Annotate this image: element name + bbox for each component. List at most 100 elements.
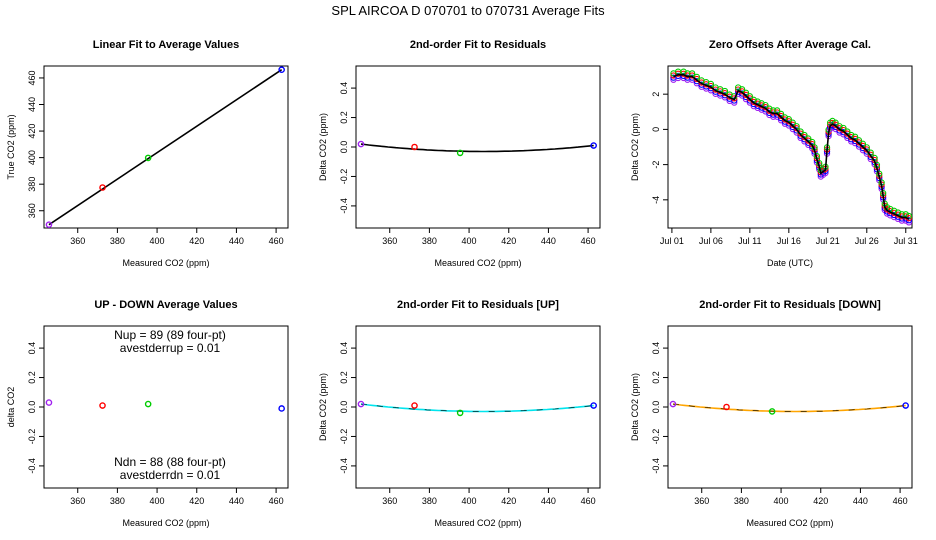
y-tick-label: 0.4	[651, 342, 661, 355]
x-axis-label: Measured CO2 (ppm)	[122, 258, 209, 268]
series-point	[829, 119, 836, 127]
series-line	[673, 74, 910, 220]
series-point	[789, 123, 796, 131]
x-tick-label: 460	[581, 236, 596, 246]
fit-curve	[360, 143, 594, 153]
series-point	[785, 120, 792, 127]
x-axis-label: Measured CO2 (ppm)	[434, 258, 521, 268]
x-tick-label: Jul 26	[855, 236, 879, 246]
series-point	[859, 144, 867, 152]
y-tick-label: 0.4	[27, 342, 37, 355]
annotation-ndn: Ndn = 88 (88 four-pt)	[114, 455, 226, 469]
plot-frame	[43, 65, 289, 229]
x-tick-label: Jul 06	[699, 236, 723, 246]
y-tick-label: -0.2	[339, 169, 349, 185]
y-tick-label: -0.4	[651, 458, 661, 474]
data-point	[357, 140, 365, 148]
data-point	[45, 399, 53, 406]
x-tick-label: 420	[813, 496, 828, 506]
y-axis-label: Delta CO2 (ppm)	[630, 373, 640, 441]
y-tick-label: 0.0	[651, 401, 661, 414]
x-axis-label: Measured CO2 (ppm)	[122, 518, 209, 528]
panel-title: Zero Offsets After Average Cal.	[709, 39, 871, 51]
x-tick-label: 440	[229, 236, 244, 246]
data-point	[278, 405, 285, 412]
data-point	[45, 221, 53, 228]
series-point	[832, 123, 839, 131]
y-tick-label: -4	[651, 196, 661, 204]
y-tick-label: -0.4	[339, 458, 349, 474]
x-tick-label: 360	[382, 236, 397, 246]
panel-1: Linear Fit to Average Values 360 380 400 420…	[6, 39, 289, 268]
panel-4: UP - DOWN Average Values 360 380 400 420 440 4…	[6, 299, 289, 528]
x-axis-label: Date (UTC)	[767, 258, 813, 268]
panel-5: 2nd-order Fit to Residuals [UP] 360 380 400…	[318, 299, 601, 528]
x-tick-label: Jul 31	[894, 236, 918, 246]
y-tick-label: 400	[27, 150, 37, 165]
data-point	[144, 154, 152, 162]
series-point	[797, 132, 804, 139]
y-tick-label: 420	[27, 124, 37, 139]
series-point	[805, 137, 812, 144]
data-point	[590, 142, 597, 149]
series-point	[867, 153, 874, 161]
x-tick-label: 400	[150, 236, 165, 246]
series-point	[777, 112, 785, 120]
x-tick-label: 420	[189, 236, 204, 246]
data-point	[357, 400, 365, 408]
residual-curve	[672, 403, 906, 412]
data-point	[456, 409, 464, 417]
panel-title: 2nd-order Fit to Residuals [DOWN]	[699, 299, 881, 311]
series-point	[773, 109, 781, 116]
y-tick-label: -2	[651, 161, 661, 169]
y-tick-label: 0.0	[27, 401, 37, 414]
x-tick-label: 380	[422, 496, 437, 506]
x-tick-label: 400	[462, 236, 477, 246]
panel-title: 2nd-order Fit to Residuals [UP]	[397, 299, 559, 311]
panel-title: 2nd-order Fit to Residuals	[410, 39, 546, 51]
y-tick-label: 0.2	[339, 111, 349, 124]
series-point	[859, 142, 867, 150]
series-point	[855, 141, 863, 148]
series-point	[793, 127, 800, 134]
series-point	[742, 91, 750, 99]
series-point	[777, 114, 785, 122]
annotation-avestderrdn: avestderrdn = 0.01	[120, 468, 221, 482]
y-tick-label: -0.4	[27, 458, 37, 474]
y-tick-label: 0	[651, 127, 661, 132]
series-point	[905, 219, 913, 226]
x-tick-label: 420	[501, 496, 516, 506]
data-point	[590, 402, 597, 409]
y-tick-label: -0.2	[339, 429, 349, 445]
data-point	[411, 143, 418, 151]
panel-2: 2nd-order Fit to Residuals 360 380 400 420 44…	[318, 39, 601, 268]
y-tick-label: 440	[27, 97, 37, 112]
annotation-nup: Nup = 89 (89 four-pt)	[114, 328, 226, 342]
y-tick-label: -0.2	[651, 429, 661, 445]
annotation-avestderrup: avestderrup = 0.01	[120, 341, 221, 355]
x-tick-label: 360	[694, 496, 709, 506]
y-tick-label: 380	[27, 177, 37, 192]
x-tick-label: 360	[70, 236, 85, 246]
series-point	[805, 139, 812, 146]
x-tick-label: 380	[110, 236, 125, 246]
y-tick-label: 0.4	[339, 342, 349, 355]
x-tick-label: 440	[541, 236, 556, 246]
panel-title: Linear Fit to Average Values	[93, 39, 240, 51]
x-tick-label: 460	[581, 496, 596, 506]
x-tick-label: 400	[774, 496, 789, 506]
x-tick-label: 400	[150, 496, 165, 506]
residual-curve	[360, 403, 594, 412]
panel-title: UP - DOWN Average Values	[94, 299, 237, 311]
plot-frame	[667, 65, 913, 229]
series-point	[863, 148, 870, 155]
series-point	[762, 106, 769, 113]
data-point	[723, 403, 730, 411]
series-point	[773, 111, 781, 118]
data-point	[411, 402, 418, 409]
series-point	[867, 151, 874, 158]
series-point	[844, 132, 851, 139]
x-tick-label: 440	[853, 496, 868, 506]
y-tick-label: 2	[651, 92, 661, 97]
